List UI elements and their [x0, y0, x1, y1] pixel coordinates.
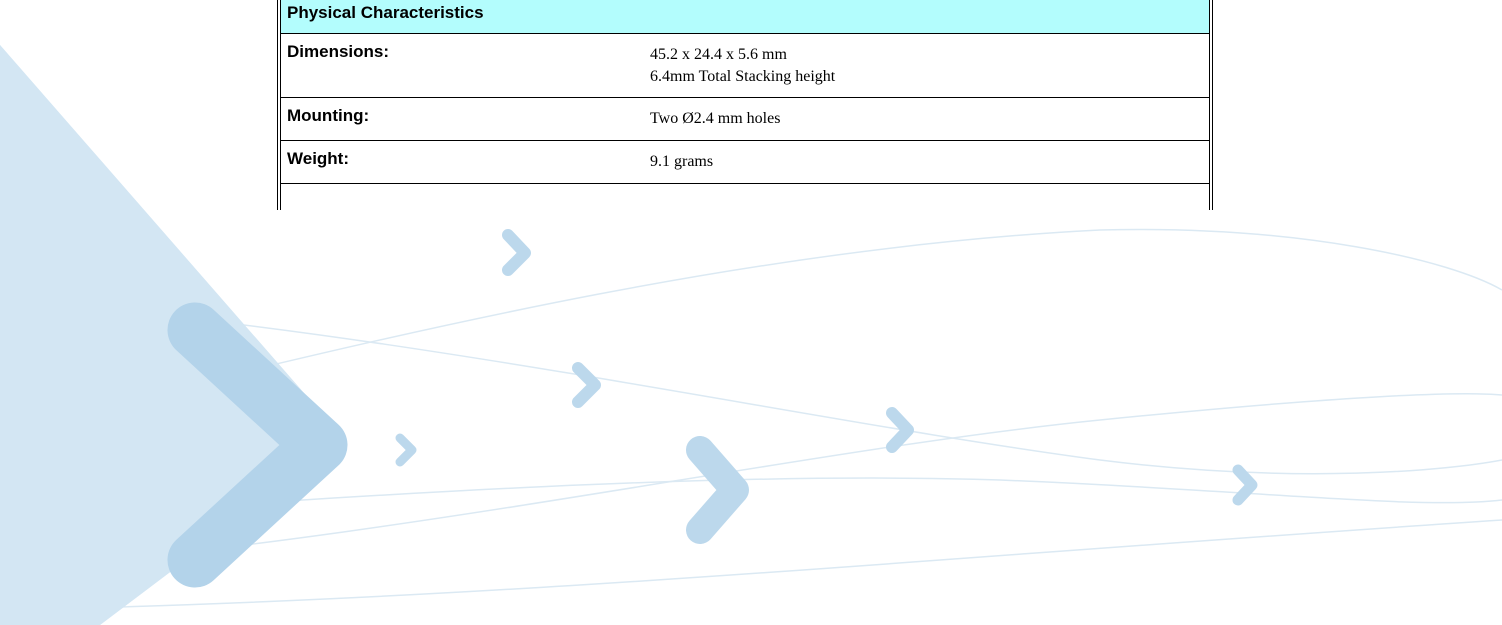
value-line: 6.4mm Total Stacking height — [650, 66, 835, 88]
spec-table: Physical Characteristics Dimensions: 45.… — [277, 0, 1213, 210]
table-title: Physical Characteristics — [281, 0, 1209, 34]
row-value: Two Ø2.4 mm holes — [650, 108, 780, 130]
row-value: 45.2 x 24.4 x 5.6 mm 6.4mm Total Stackin… — [650, 44, 835, 88]
row-label: Mounting: — [287, 106, 369, 126]
value-line: 9.1 grams — [650, 151, 713, 173]
value-line: Two Ø2.4 mm holes — [650, 108, 780, 130]
value-line: 45.2 x 24.4 x 5.6 mm — [650, 44, 835, 66]
row-label: Dimensions: — [287, 42, 389, 62]
table-row: Weight: 9.1 grams — [281, 141, 1209, 184]
table-row: Mounting: Two Ø2.4 mm holes — [281, 98, 1209, 141]
table-row: Dimensions: 45.2 x 24.4 x 5.6 mm 6.4mm T… — [281, 34, 1209, 98]
row-value: 9.1 grams — [650, 151, 713, 173]
page: Physical Characteristics Dimensions: 45.… — [0, 0, 1502, 625]
row-label: Weight: — [287, 149, 349, 169]
